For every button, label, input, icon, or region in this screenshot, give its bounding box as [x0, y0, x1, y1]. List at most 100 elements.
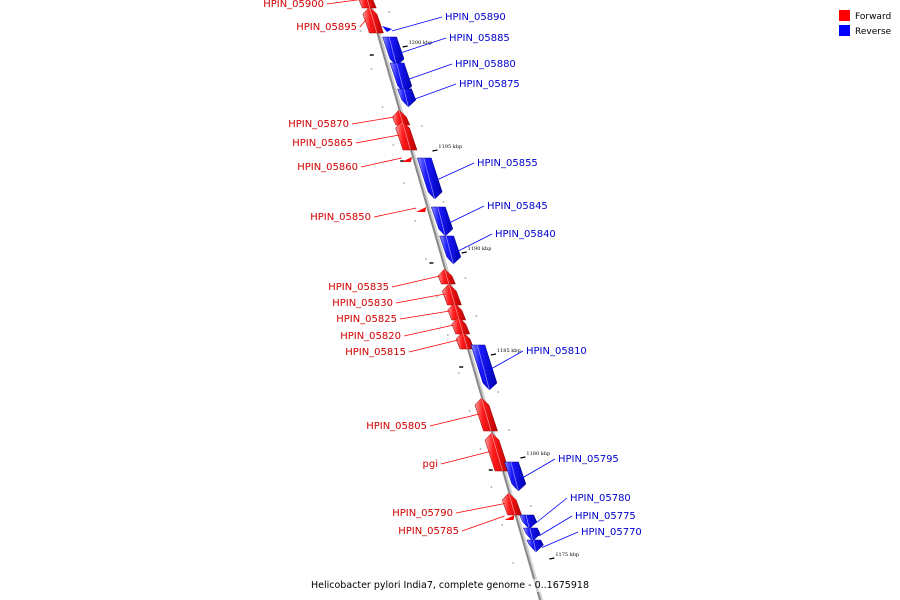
reverse-gene-label[interactable]: HPIN_05770 — [581, 527, 642, 538]
gene-leader-line — [521, 458, 556, 479]
legend-label: Forward — [855, 12, 891, 22]
forward-gene-glyph[interactable] — [455, 331, 475, 350]
gene-leader-line — [391, 275, 440, 288]
forward-gene-label[interactable]: HPIN_05790 — [392, 508, 453, 519]
gene-leader-line — [326, 0, 360, 5]
reverse-gene-glyph[interactable] — [519, 514, 538, 530]
reverse-gene-label[interactable]: HPIN_05875 — [459, 79, 520, 90]
reverse-gene-label[interactable]: HPIN_05890 — [445, 12, 506, 23]
forward-gene-glyph[interactable] — [437, 268, 456, 285]
gene-leader-line — [351, 116, 395, 125]
forward-gene-glyph[interactable] — [401, 157, 412, 162]
reverse-gene-glyph[interactable] — [470, 344, 498, 391]
forward-gene-glyph[interactable] — [504, 515, 515, 520]
major-tick — [490, 353, 497, 356]
reverse-gene-glyph[interactable] — [439, 235, 462, 265]
gene-leader-line — [457, 233, 493, 252]
caption-backdrop — [308, 579, 592, 592]
gene-leader-line — [461, 515, 505, 532]
kbp-tick-label: 1175 kbp — [555, 552, 579, 558]
gene-leader-line — [359, 19, 367, 28]
forward-gene-label[interactable]: HPIN_05830 — [332, 298, 393, 309]
legend: Forward Reverse — [839, 10, 892, 37]
gene-leader-line — [455, 503, 505, 514]
reverse-gene-glyph[interactable] — [526, 539, 544, 553]
gene-leader-line — [373, 207, 417, 218]
reverse-gene-glyph[interactable] — [382, 26, 393, 32]
genome-caption: Helicobacter pylori India7, complete gen… — [311, 580, 589, 591]
major-tick — [520, 456, 526, 459]
kbp-tick-label: 1185 kbp — [497, 348, 521, 354]
major-tick — [432, 149, 438, 152]
gene-leader-line — [534, 497, 568, 524]
gene-leader-line — [429, 413, 480, 427]
forward-gene-label[interactable]: HPIN_05850 — [310, 212, 371, 223]
forward-gene-label[interactable]: HPIN_05895 — [296, 22, 357, 33]
reverse-gene-glyph[interactable] — [397, 88, 417, 108]
gene-leader-line — [541, 531, 579, 548]
kbp-tick-label: 1190 kbp — [468, 246, 492, 252]
forward-gene-label[interactable]: HPIN_05805 — [366, 421, 427, 432]
gene-leader-line — [448, 205, 485, 224]
reverse-gene-label[interactable]: HPIN_05885 — [449, 33, 510, 44]
forward-gene-glyph[interactable] — [358, 0, 377, 9]
reverse-gene-label[interactable]: HPIN_05780 — [570, 493, 631, 504]
forward-gene-glyph[interactable] — [474, 397, 498, 432]
forward-gene-label[interactable]: HPIN_05825 — [336, 314, 397, 325]
forward-gene-glyph[interactable] — [501, 492, 522, 516]
gene-leader-line — [391, 16, 443, 32]
kbp-tick-label: 1200 kbp — [409, 40, 433, 46]
forward-gene-label[interactable]: pgi — [423, 459, 438, 470]
reverse-gene-glyph[interactable] — [522, 527, 541, 542]
reverse-gene-glyph[interactable] — [504, 461, 527, 492]
gene-leader-line — [408, 339, 459, 353]
reverse-gene-glyph[interactable] — [389, 62, 413, 94]
legend-label: Reverse — [855, 27, 892, 37]
forward-gene-label[interactable]: HPIN_05835 — [328, 282, 389, 293]
gene-leader-line — [440, 451, 491, 465]
forward-gene-glyph[interactable] — [416, 207, 427, 212]
reverse-gene-glyph[interactable] — [430, 206, 454, 237]
forward-gene-label[interactable]: HPIN_05900 — [263, 0, 324, 10]
forward-gene-label[interactable]: HPIN_05820 — [340, 331, 401, 342]
reverse-gene-glyph[interactable] — [416, 157, 443, 200]
reverse-gene-label[interactable]: HPIN_05845 — [487, 201, 548, 212]
forward-gene-glyph[interactable] — [362, 6, 384, 34]
kbp-tick-label: 1180 kbp — [526, 451, 550, 457]
reverse-gene-label[interactable]: HPIN_05880 — [455, 59, 516, 70]
gene-leader-line — [538, 515, 573, 537]
reverse-legend-swatch — [839, 25, 850, 36]
major-tick — [549, 557, 555, 560]
forward-legend-swatch — [839, 10, 850, 21]
gene-leader-line — [490, 350, 524, 370]
forward-gene-label[interactable]: HPIN_05870 — [288, 119, 349, 130]
forward-gene-glyph[interactable] — [484, 432, 510, 472]
forward-gene-label[interactable]: HPIN_05815 — [345, 347, 406, 358]
gene-leader-line — [413, 83, 457, 100]
reverse-gene-label[interactable]: HPIN_05855 — [477, 158, 538, 169]
forward-gene-glyph[interactable] — [451, 316, 471, 335]
reverse-gene-label[interactable]: HPIN_05840 — [495, 229, 556, 240]
reverse-gene-label[interactable]: HPIN_05775 — [575, 511, 636, 522]
major-tick — [402, 45, 408, 48]
gene-leader-line — [403, 324, 454, 337]
forward-gene-label[interactable]: HPIN_05865 — [292, 138, 353, 149]
gene-leader-line — [407, 63, 453, 80]
gene-leader-line — [360, 157, 402, 168]
gene-leader-line — [399, 310, 450, 320]
gene-leader-line — [355, 134, 400, 144]
forward-gene-label[interactable]: HPIN_05860 — [297, 162, 358, 173]
gene-leader-line — [400, 37, 447, 54]
reverse-gene-glyph[interactable] — [382, 36, 405, 67]
forward-gene-glyph[interactable] — [447, 302, 467, 321]
reverse-gene-label[interactable]: HPIN_05795 — [558, 454, 619, 465]
gene-leader-line — [395, 293, 445, 304]
kbp-tick-label: 1195 kbp — [438, 144, 462, 150]
forward-gene-glyph[interactable] — [395, 120, 418, 151]
gene-leader-line — [436, 162, 475, 181]
forward-gene-label[interactable]: HPIN_05785 — [398, 526, 459, 537]
reverse-gene-label[interactable]: HPIN_05810 — [526, 346, 587, 357]
forward-gene-glyph[interactable] — [441, 283, 462, 306]
major-tick — [461, 251, 467, 254]
